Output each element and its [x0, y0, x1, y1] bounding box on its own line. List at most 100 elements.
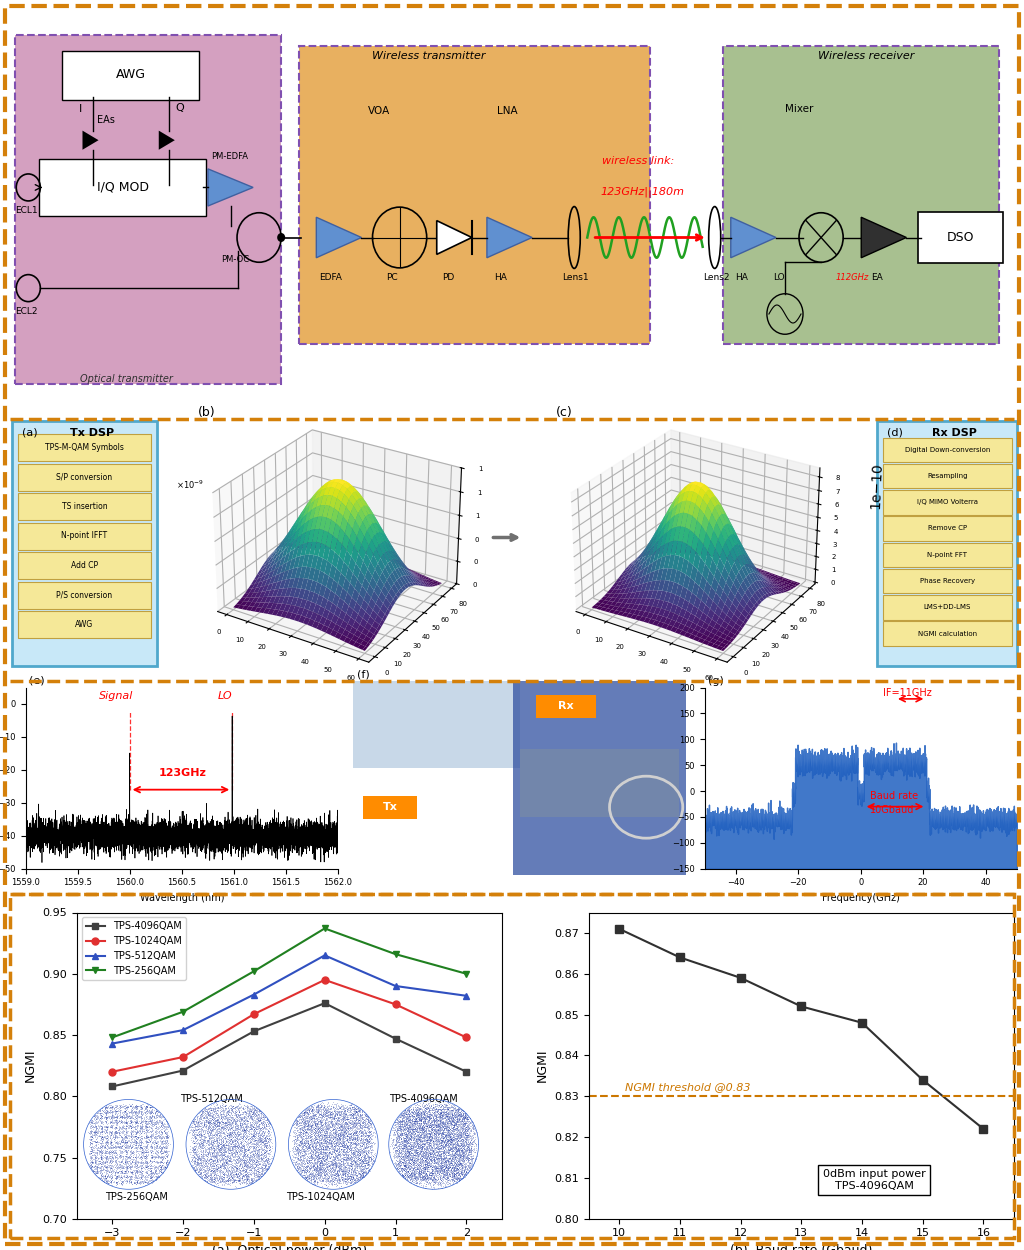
Point	[222, 1170, 239, 1190]
Point	[191, 1135, 208, 1155]
Point	[443, 1131, 460, 1151]
Point	[148, 1148, 165, 1168]
Point	[391, 1158, 408, 1177]
Point	[289, 1139, 305, 1159]
Point	[142, 1165, 159, 1185]
Point	[145, 1134, 162, 1154]
Point	[338, 1138, 354, 1158]
Point	[466, 1124, 482, 1144]
Point	[227, 1096, 244, 1116]
Point	[440, 1134, 457, 1154]
Point	[391, 1145, 408, 1165]
Point	[136, 1126, 153, 1146]
Point	[325, 1146, 341, 1166]
Point	[288, 1142, 304, 1162]
Point	[148, 1126, 165, 1146]
Point	[202, 1116, 218, 1136]
Point	[102, 1131, 119, 1151]
Point	[392, 1110, 409, 1130]
Point	[200, 1116, 216, 1136]
Point	[432, 1118, 449, 1138]
Point	[226, 1129, 243, 1149]
Point	[389, 1158, 406, 1177]
Point	[150, 1146, 166, 1166]
Point	[453, 1146, 469, 1166]
Point	[131, 1171, 147, 1191]
Point	[307, 1160, 324, 1180]
Point	[427, 1121, 443, 1141]
Point	[247, 1168, 263, 1187]
Point	[215, 1108, 231, 1128]
Point	[397, 1164, 414, 1184]
Point	[220, 1124, 237, 1144]
Point	[248, 1138, 264, 1158]
Point	[420, 1122, 436, 1142]
Point	[339, 1149, 355, 1169]
Point	[461, 1134, 477, 1154]
Point	[460, 1109, 476, 1129]
Point	[325, 1122, 341, 1142]
Point	[443, 1111, 460, 1131]
Point	[226, 1102, 243, 1122]
Point	[434, 1132, 451, 1152]
Point	[359, 1154, 376, 1174]
Point	[444, 1158, 461, 1177]
Point	[446, 1142, 463, 1162]
Point	[114, 1172, 130, 1192]
Point	[434, 1156, 451, 1176]
Point	[336, 1136, 352, 1156]
Point	[227, 1125, 244, 1145]
Point	[124, 1135, 140, 1155]
Point	[85, 1161, 101, 1181]
Point	[356, 1138, 373, 1158]
Point	[291, 1114, 307, 1134]
Point	[94, 1148, 111, 1168]
Point	[87, 1154, 103, 1174]
Point	[208, 1155, 224, 1175]
Point	[110, 1122, 126, 1142]
Point	[308, 1166, 325, 1186]
Point	[252, 1128, 268, 1148]
Point	[454, 1145, 470, 1165]
Point	[232, 1124, 249, 1144]
Point	[182, 1144, 199, 1164]
Point	[244, 1108, 260, 1128]
Point	[134, 1116, 151, 1136]
Point	[100, 1124, 117, 1144]
Point	[97, 1158, 114, 1177]
Point	[200, 1102, 216, 1122]
Point	[418, 1095, 434, 1115]
Point	[326, 1171, 342, 1191]
Point	[134, 1111, 151, 1131]
Point	[207, 1110, 223, 1130]
Point	[227, 1162, 244, 1182]
Point	[208, 1124, 224, 1144]
Point	[238, 1161, 254, 1181]
Point	[419, 1118, 435, 1138]
Point	[196, 1150, 212, 1170]
Point	[422, 1112, 438, 1132]
Point	[396, 1146, 413, 1166]
Point	[303, 1096, 319, 1116]
Point	[302, 1120, 318, 1140]
Point	[454, 1128, 470, 1148]
Point	[354, 1101, 371, 1121]
Point	[146, 1146, 163, 1166]
Point	[360, 1149, 377, 1169]
Point	[418, 1145, 434, 1165]
Point	[223, 1100, 240, 1120]
Point	[351, 1101, 368, 1121]
Point	[247, 1136, 263, 1156]
Point	[126, 1101, 142, 1121]
Point	[238, 1165, 254, 1185]
Point	[366, 1150, 382, 1170]
Point	[227, 1119, 244, 1139]
Point	[414, 1120, 430, 1140]
Point	[205, 1151, 221, 1171]
Point	[307, 1158, 324, 1177]
Point	[104, 1141, 121, 1161]
Point	[336, 1129, 352, 1149]
Point	[329, 1102, 345, 1122]
Point	[399, 1120, 416, 1140]
Point	[186, 1126, 203, 1146]
